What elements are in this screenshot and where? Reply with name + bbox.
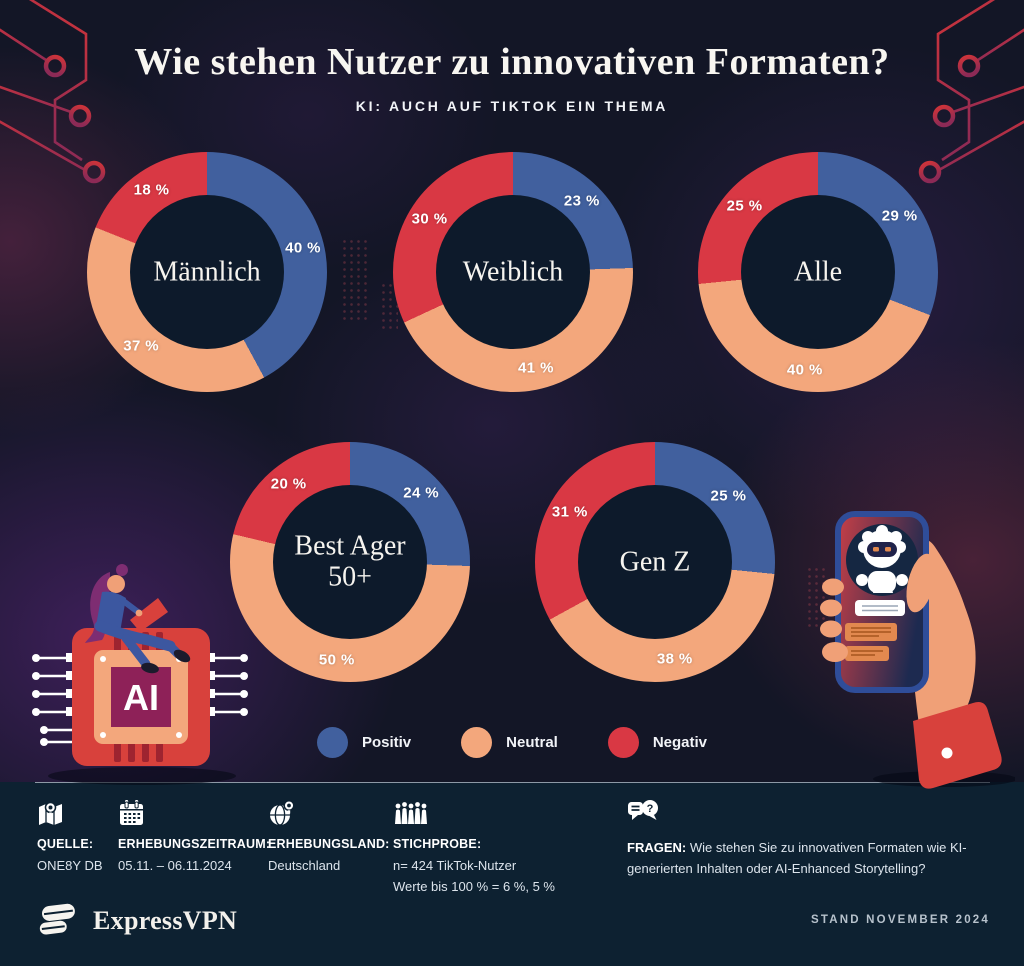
slice-value-label: 37 % xyxy=(123,337,160,355)
donut-center-label: Weiblich xyxy=(462,256,564,288)
slice-value-label: 38 % xyxy=(656,650,693,668)
map-icon xyxy=(39,801,62,825)
brand-wordmark: ExpressVPN xyxy=(93,906,238,935)
slice-value-label: 23 % xyxy=(563,192,600,210)
footer-item-value: 05.11. – 06.11.2024 xyxy=(118,858,232,873)
ai-chip-label: AI xyxy=(123,677,159,718)
legend-label: Negativ xyxy=(652,734,708,751)
slice-value-label: 31 % xyxy=(551,503,588,521)
footer-item-fragen: ? FRAGEN: Wie stehen Sie zu innovativen … xyxy=(627,798,1019,880)
slice-value-label: 50 % xyxy=(318,651,355,669)
footer-item-label: ERHEBUNGSZEITRAUM: xyxy=(118,837,271,851)
slice-value-label: 41 % xyxy=(518,359,554,377)
slice-value-label: 20 % xyxy=(270,475,307,493)
circuit-trace-decoration-top-left xyxy=(0,0,106,184)
legend-item-negativ: Negativ xyxy=(607,727,708,758)
footer-item-stichprobe: STICHPROBE: n= 424 TikTok-Nutzer Werte b… xyxy=(393,798,555,898)
footer-item-value: ONE8Y DB xyxy=(37,858,103,873)
donut-center-label: Männlich xyxy=(153,256,261,288)
footer-item-value: Deutschland xyxy=(268,858,341,873)
slice-value-label: 25 % xyxy=(710,487,747,505)
footer-item-label: STICHPROBE: xyxy=(393,837,482,851)
footer-item-value: n= 424 TikTok-Nutzer xyxy=(393,858,517,873)
donut-hole xyxy=(741,195,895,349)
calendar-icon xyxy=(120,800,143,825)
slice-value-label: 29 % xyxy=(881,207,918,225)
expressvpn-logo-icon xyxy=(39,903,75,935)
ai-chip-illustration: AI xyxy=(32,564,248,785)
legend-item-positiv: Positiv xyxy=(316,727,412,758)
dot-pattern-decoration xyxy=(341,238,367,324)
donut-chart-weiblich: Weiblich 23 % 41 % 30 % xyxy=(393,152,633,392)
slice-value-label: 24 % xyxy=(403,484,440,502)
positiv-color-swatch xyxy=(316,727,348,758)
footer-item-label: QUELLE: xyxy=(37,837,94,851)
donut-hole xyxy=(578,485,732,639)
legend-label: Positiv xyxy=(361,734,412,751)
donut-hole xyxy=(436,195,590,349)
neutral-color-swatch xyxy=(461,727,493,758)
footer-item-label: FRAGEN: xyxy=(627,840,687,855)
legend-label: Neutral xyxy=(506,734,558,751)
donut-chart-best-ager: Best Ager 50+ 24 % 50 % 20 % xyxy=(230,442,470,682)
circuit-trace-decoration-top-right xyxy=(918,0,1024,184)
footer-item-quelle: QUELLE: ONE8Y DB xyxy=(37,798,103,877)
page-title: Wie stehen Nutzer zu innovativen Formate… xyxy=(134,41,890,83)
slice-value-label: 25 % xyxy=(726,197,763,215)
question-glyph: ? xyxy=(647,803,654,815)
globe-pin-icon xyxy=(270,799,295,826)
hand-phone-chatbot-illustration xyxy=(820,511,1015,789)
donut-hole xyxy=(273,485,427,639)
footer-divider xyxy=(35,782,990,783)
donut-center-label: Best Ager 50+ xyxy=(294,530,406,593)
info-footer-section: QUELLE: ONE8Y DB ERHEBUNGSZEITRAUM: 05.1… xyxy=(0,782,1024,966)
donut-chart-alle: Alle 29 % 40 % 25 % xyxy=(698,152,938,392)
donut-center-label: Alle xyxy=(793,256,843,288)
donut-chart-maennlich: Männlich 40 % 37 % 18 % xyxy=(87,152,327,392)
footer-item-label: ERHEBUNGSLAND: xyxy=(268,837,390,851)
footer-question-body: Wie stehen Sie zu innovativen Formaten w… xyxy=(627,840,967,877)
stand-date-label: STAND NOVEMBER 2024 xyxy=(811,914,990,926)
brand-lockup: ExpressVPN xyxy=(36,900,237,942)
slice-value-label: 30 % xyxy=(411,210,448,228)
dot-pattern-decoration xyxy=(380,282,398,332)
footer-question-text: FRAGEN: Wie stehen Sie zu innovativen Fo… xyxy=(627,837,1019,880)
chart-legend: Positiv Neutral Negativ xyxy=(0,727,1024,758)
slice-value-label: 18 % xyxy=(133,181,170,199)
footer-item-note: Werte bis 100 % = 6 %, 5 % xyxy=(393,878,555,894)
donut-hole xyxy=(130,195,284,349)
people-icon xyxy=(395,802,427,824)
chat-question-icon: ? xyxy=(628,800,658,820)
donut-chart-gen-z: Gen Z 25 % 38 % 31 % xyxy=(535,442,775,682)
slice-value-label: 40 % xyxy=(786,361,823,379)
negativ-color-swatch xyxy=(607,727,639,758)
slice-value-label: 40 % xyxy=(285,239,321,257)
donut-center-label: Gen Z xyxy=(619,546,691,578)
page-subtitle: KI: AUCH AUF TIKTOK EIN THEMA xyxy=(355,98,669,114)
legend-item-neutral: Neutral xyxy=(461,727,558,758)
footer-item-erhebungszeitraum: ERHEBUNGSZEITRAUM: 05.11. – 06.11.2024 xyxy=(118,798,270,877)
footer-item-erhebungsland: ERHEBUNGSLAND: Deutschland xyxy=(268,798,390,877)
